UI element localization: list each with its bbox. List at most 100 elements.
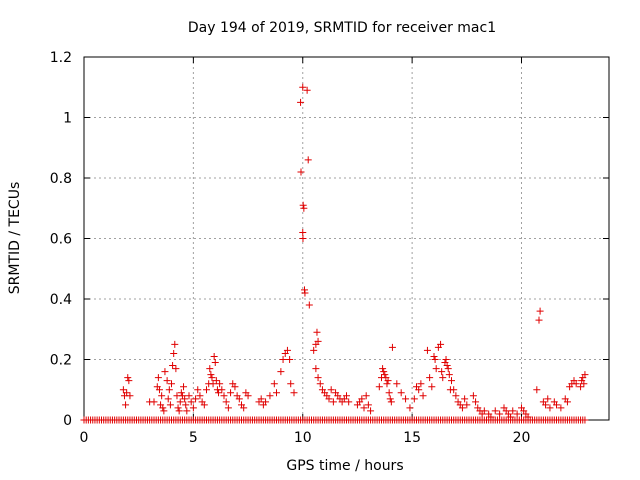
data-point [266,392,274,400]
y-tick-label: 0 [63,413,72,429]
data-point [203,386,210,394]
data-point [290,389,298,397]
data-point [216,380,224,388]
data-point [314,374,322,382]
data-point [126,392,134,400]
data-point [367,407,375,415]
data-point [180,383,188,391]
data-point [461,395,469,403]
data-point [175,407,183,415]
data-point [557,404,565,412]
data-point [444,365,452,373]
data-point [402,395,410,403]
data-point [262,398,270,406]
data-point [158,392,166,400]
data-point [270,380,278,388]
data-point [123,389,131,397]
data-point [345,398,353,406]
data-point [166,401,174,409]
data-point [360,404,368,412]
x-tick-label: 15 [403,430,421,446]
data-point [210,352,218,360]
data-point [439,374,447,382]
data-point [358,395,366,403]
data-point [164,395,172,403]
data-point [297,168,305,176]
data-point [222,398,230,406]
data-point [211,359,219,367]
data-point [577,383,585,391]
data-point [299,228,307,236]
data-point [208,374,216,382]
data-point [240,404,248,412]
data-point [546,404,554,412]
data-point [185,392,193,400]
data-point [177,389,185,397]
data-point [215,389,223,397]
data-point [325,395,333,403]
data-point [343,392,350,400]
data-point [313,328,321,336]
data-point [385,389,393,397]
data-point [383,380,391,388]
data-point [393,380,401,388]
data-point [168,380,175,388]
data-point [206,365,214,373]
data-point [563,398,571,406]
data-point [312,365,320,373]
data-point [299,201,307,209]
data-point [187,398,195,406]
y-tick-label: 0.2 [50,353,72,369]
data-point [183,407,191,415]
data-point [189,404,197,412]
data-point [154,374,162,382]
data-point [430,352,438,360]
data-point [450,386,458,394]
data-point [397,389,405,397]
data-points [80,83,589,424]
data-point [362,392,370,400]
data-point [209,380,217,388]
data-point [384,377,392,385]
data-point [218,386,226,394]
data-point [423,346,431,354]
data-point [287,380,295,388]
data-point [150,398,158,406]
data-point [406,404,414,412]
data-point [480,407,488,415]
data-point [125,377,133,385]
data-point [122,401,130,409]
data-point [445,371,453,379]
data-point [163,377,171,385]
grid-lines [84,57,609,420]
data-point [182,401,190,409]
data-point [472,398,480,406]
data-point [458,404,466,412]
data-point [381,371,389,379]
data-point [181,395,189,403]
data-point [452,392,460,400]
data-point [314,337,322,345]
data-point [235,395,243,403]
data-point [419,392,427,400]
data-point [304,156,312,164]
x-tick-label: 10 [294,430,312,446]
data-point [507,413,515,421]
data-point [227,389,235,397]
data-point [410,395,418,403]
data-point [224,404,232,412]
data-point [487,413,495,421]
x-tick-label: 5 [189,430,198,446]
data-point [375,383,383,391]
data-point [207,371,215,379]
x-tick-label: 0 [80,430,89,446]
x-tick-label: 20 [513,430,531,446]
data-point [172,365,180,373]
data-point [273,389,280,397]
data-point [431,356,439,363]
x-axis-label: GPS time / hours [286,458,403,474]
data-point [387,398,395,406]
data-point [443,362,451,370]
y-tick-label: 0.6 [50,232,72,248]
